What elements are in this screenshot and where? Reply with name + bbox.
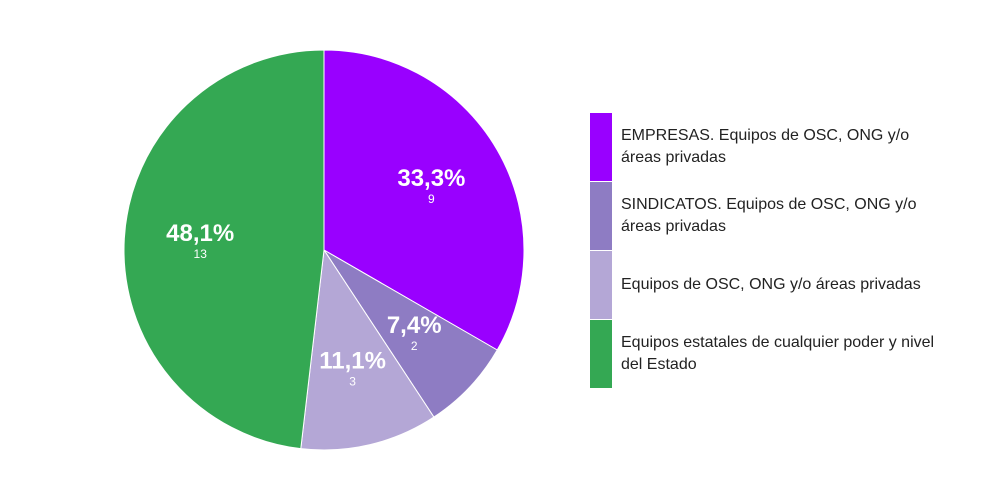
legend-item-empresas: EMPRESAS. Equipos de OSC, ONG y/o áreas … (590, 113, 950, 181)
percent-label-estatales: 48,1% (166, 220, 234, 247)
legend-label-estatales: Equipos estatales de cualquier poder y n… (621, 334, 935, 373)
legend-label-osc-ong: Equipos de OSC, ONG y/o áreas privadas (621, 276, 921, 293)
count-label-sindicatos: 2 (411, 339, 418, 353)
count-label-empresas: 9 (428, 192, 435, 206)
legend: EMPRESAS. Equipos de OSC, ONG y/o áreas … (590, 113, 950, 389)
percent-label-sindicatos: 7,4% (387, 312, 442, 339)
legend-label-sindicatos: SINDICATOS. Equipos de OSC, ONG y/o área… (621, 196, 917, 235)
legend-item-sindicatos: SINDICATOS. Equipos de OSC, ONG y/o área… (590, 182, 950, 250)
count-label-osc-ong: 3 (349, 375, 356, 389)
legend-swatch-empresas (590, 113, 612, 181)
percent-label-empresas: 33,3% (397, 165, 465, 192)
legend-swatch-estatales (590, 320, 612, 388)
pie-slices (123, 49, 525, 451)
pie-labels: 33,3%9 7,4%2 11,1%3 48,1%13 (166, 165, 465, 389)
legend-swatch-osc-ong (590, 251, 612, 319)
count-label-estatales: 13 (194, 247, 208, 261)
legend-item-osc-ong: Equipos de OSC, ONG y/o áreas privadas (590, 251, 950, 319)
legend-swatch-sindicatos (590, 182, 612, 250)
percent-label-osc-ong: 11,1% (319, 348, 386, 375)
pie-slice-osc-ong (300, 248, 435, 451)
pie-slice-estatales (123, 49, 325, 450)
legend-label-empresas: EMPRESAS. Equipos de OSC, ONG y/o áreas … (621, 127, 910, 166)
pie-slice-empresas (323, 49, 525, 351)
legend-item-estatales: Equipos estatales de cualquier poder y n… (590, 320, 950, 388)
